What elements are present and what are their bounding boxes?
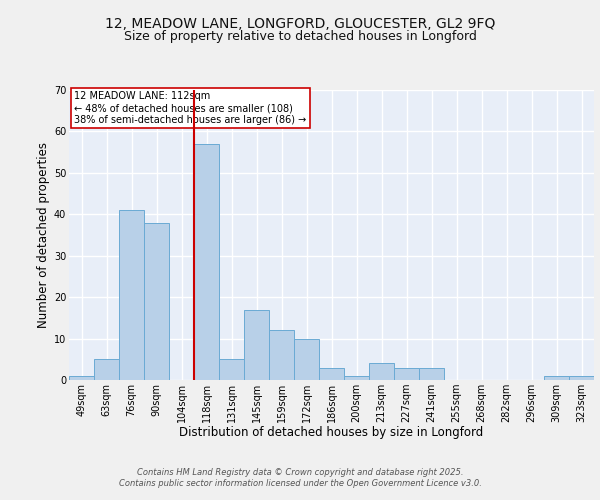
- Bar: [144, 222, 169, 380]
- Bar: [69, 376, 94, 380]
- Bar: [394, 368, 419, 380]
- Bar: [269, 330, 294, 380]
- Bar: [344, 376, 369, 380]
- Y-axis label: Number of detached properties: Number of detached properties: [37, 142, 50, 328]
- Bar: [94, 360, 119, 380]
- Text: Contains HM Land Registry data © Crown copyright and database right 2025.
Contai: Contains HM Land Registry data © Crown c…: [119, 468, 481, 487]
- Bar: [319, 368, 344, 380]
- Bar: [569, 376, 594, 380]
- Bar: [194, 144, 219, 380]
- Text: 12, MEADOW LANE, LONGFORD, GLOUCESTER, GL2 9FQ: 12, MEADOW LANE, LONGFORD, GLOUCESTER, G…: [105, 18, 495, 32]
- Bar: [244, 310, 269, 380]
- Bar: [294, 338, 319, 380]
- Text: 12 MEADOW LANE: 112sqm
← 48% of detached houses are smaller (108)
38% of semi-de: 12 MEADOW LANE: 112sqm ← 48% of detached…: [74, 92, 307, 124]
- Bar: [369, 364, 394, 380]
- Bar: [544, 376, 569, 380]
- X-axis label: Distribution of detached houses by size in Longford: Distribution of detached houses by size …: [179, 426, 484, 440]
- Bar: [419, 368, 444, 380]
- Bar: [219, 360, 244, 380]
- Bar: [119, 210, 144, 380]
- Text: Size of property relative to detached houses in Longford: Size of property relative to detached ho…: [124, 30, 476, 43]
